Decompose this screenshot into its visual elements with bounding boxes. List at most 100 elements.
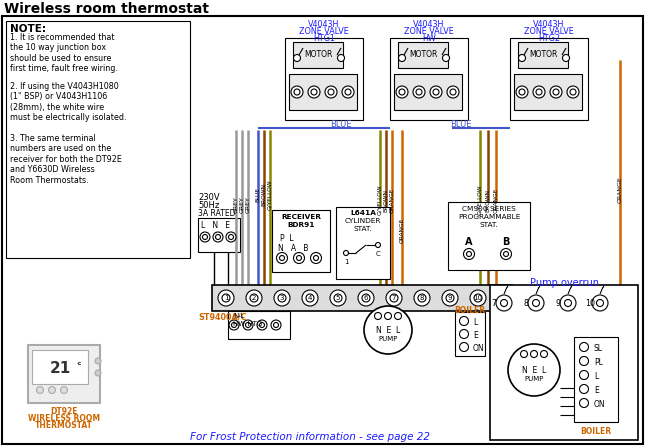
- Circle shape: [459, 316, 468, 325]
- Text: ZONE VALVE: ZONE VALVE: [524, 27, 574, 36]
- Circle shape: [362, 294, 370, 302]
- Circle shape: [396, 86, 408, 98]
- Circle shape: [48, 387, 55, 393]
- Text: G/YELLOW: G/YELLOW: [377, 185, 382, 215]
- Circle shape: [579, 371, 588, 380]
- Circle shape: [399, 89, 405, 95]
- Circle shape: [364, 306, 412, 354]
- Text: PL: PL: [594, 358, 603, 367]
- Text: CYLINDER: CYLINDER: [344, 218, 381, 224]
- Circle shape: [222, 294, 230, 302]
- Text: 3A RATED: 3A RATED: [198, 209, 235, 218]
- Circle shape: [550, 86, 562, 98]
- Text: BOILER: BOILER: [580, 427, 611, 436]
- Text: L641A: L641A: [350, 210, 376, 216]
- Circle shape: [342, 86, 354, 98]
- Text: A: A: [465, 237, 473, 247]
- Circle shape: [257, 320, 267, 330]
- Text: B: B: [502, 237, 510, 247]
- Text: E: E: [594, 386, 599, 395]
- Text: 7: 7: [392, 295, 396, 301]
- Circle shape: [433, 89, 439, 95]
- Circle shape: [213, 232, 223, 242]
- Text: THERMOSTAT: THERMOSTAT: [35, 421, 93, 430]
- Text: BROWN: BROWN: [486, 189, 490, 211]
- Circle shape: [232, 322, 237, 328]
- Text: ORANGE: ORANGE: [617, 177, 622, 203]
- Text: N  E  L: N E L: [522, 366, 546, 375]
- Circle shape: [273, 322, 279, 328]
- Text: ON: ON: [594, 400, 606, 409]
- Text: PROGRAMMABLE: PROGRAMMABLE: [458, 214, 520, 220]
- Circle shape: [228, 235, 233, 240]
- Circle shape: [418, 294, 426, 302]
- Circle shape: [345, 89, 351, 95]
- Text: WIRELESS ROOM: WIRELESS ROOM: [28, 414, 100, 423]
- Circle shape: [330, 290, 346, 306]
- Circle shape: [294, 89, 300, 95]
- Circle shape: [519, 89, 525, 95]
- Circle shape: [243, 320, 253, 330]
- Bar: [398, 42, 448, 68]
- Circle shape: [302, 290, 318, 306]
- Circle shape: [313, 256, 319, 261]
- Bar: [212, 285, 512, 311]
- Circle shape: [442, 55, 450, 62]
- Text: DT92E: DT92E: [50, 407, 78, 416]
- Circle shape: [358, 290, 374, 306]
- Circle shape: [246, 322, 250, 328]
- Circle shape: [344, 250, 348, 256]
- Text: Wireless room thermostat: Wireless room thermostat: [4, 2, 209, 16]
- Text: GREY: GREY: [233, 197, 239, 213]
- Text: 2: 2: [252, 295, 256, 301]
- Text: NOTE:: NOTE:: [10, 24, 46, 34]
- Circle shape: [246, 290, 262, 306]
- Circle shape: [496, 295, 512, 311]
- Circle shape: [562, 55, 570, 62]
- Circle shape: [504, 252, 508, 257]
- Circle shape: [334, 294, 342, 302]
- Bar: [455, 312, 485, 356]
- Text: 3. The same terminal
numbers are used on the
receiver for both the DT92E
and Y66: 3. The same terminal numbers are used on…: [10, 134, 122, 185]
- Bar: [285, 38, 363, 120]
- Text: N  E  L: N E L: [376, 326, 400, 335]
- Text: ON: ON: [473, 344, 484, 353]
- Circle shape: [375, 312, 381, 320]
- Circle shape: [310, 253, 321, 263]
- Text: 2. If using the V4043H1080
(1" BSP) or V4043H1106
(28mm), the white wire
must be: 2. If using the V4043H1080 (1" BSP) or V…: [10, 82, 126, 122]
- Text: MOTOR: MOTOR: [529, 50, 557, 59]
- Text: 230V: 230V: [198, 193, 220, 202]
- Circle shape: [567, 86, 579, 98]
- Text: BOILER: BOILER: [455, 306, 486, 315]
- Circle shape: [533, 299, 539, 307]
- Circle shape: [501, 299, 508, 307]
- Text: 8: 8: [524, 299, 528, 308]
- Circle shape: [579, 342, 588, 351]
- Circle shape: [271, 320, 281, 330]
- Text: PUMP: PUMP: [379, 336, 398, 342]
- Circle shape: [218, 290, 234, 306]
- Circle shape: [579, 384, 588, 393]
- Text: For Frost Protection information - see page 22: For Frost Protection information - see p…: [190, 432, 430, 442]
- Text: L: L: [594, 372, 599, 381]
- Text: STAT.: STAT.: [353, 226, 372, 232]
- Circle shape: [386, 290, 402, 306]
- Text: ORANGE: ORANGE: [493, 187, 499, 213]
- Bar: [394, 74, 462, 110]
- Text: HW: HW: [422, 34, 436, 43]
- Circle shape: [395, 312, 401, 320]
- Circle shape: [536, 89, 542, 95]
- Text: HTG1: HTG1: [313, 34, 335, 43]
- Circle shape: [293, 55, 301, 62]
- Bar: [336, 207, 390, 279]
- Text: 50Hz: 50Hz: [198, 201, 219, 210]
- Text: 4: 4: [308, 295, 312, 301]
- Circle shape: [384, 312, 392, 320]
- Text: N   A   B: N A B: [278, 244, 308, 253]
- Circle shape: [375, 243, 381, 248]
- Text: 1: 1: [344, 259, 348, 265]
- Circle shape: [553, 89, 559, 95]
- Text: 1: 1: [224, 295, 228, 301]
- Text: GREY: GREY: [239, 197, 244, 213]
- Circle shape: [229, 320, 239, 330]
